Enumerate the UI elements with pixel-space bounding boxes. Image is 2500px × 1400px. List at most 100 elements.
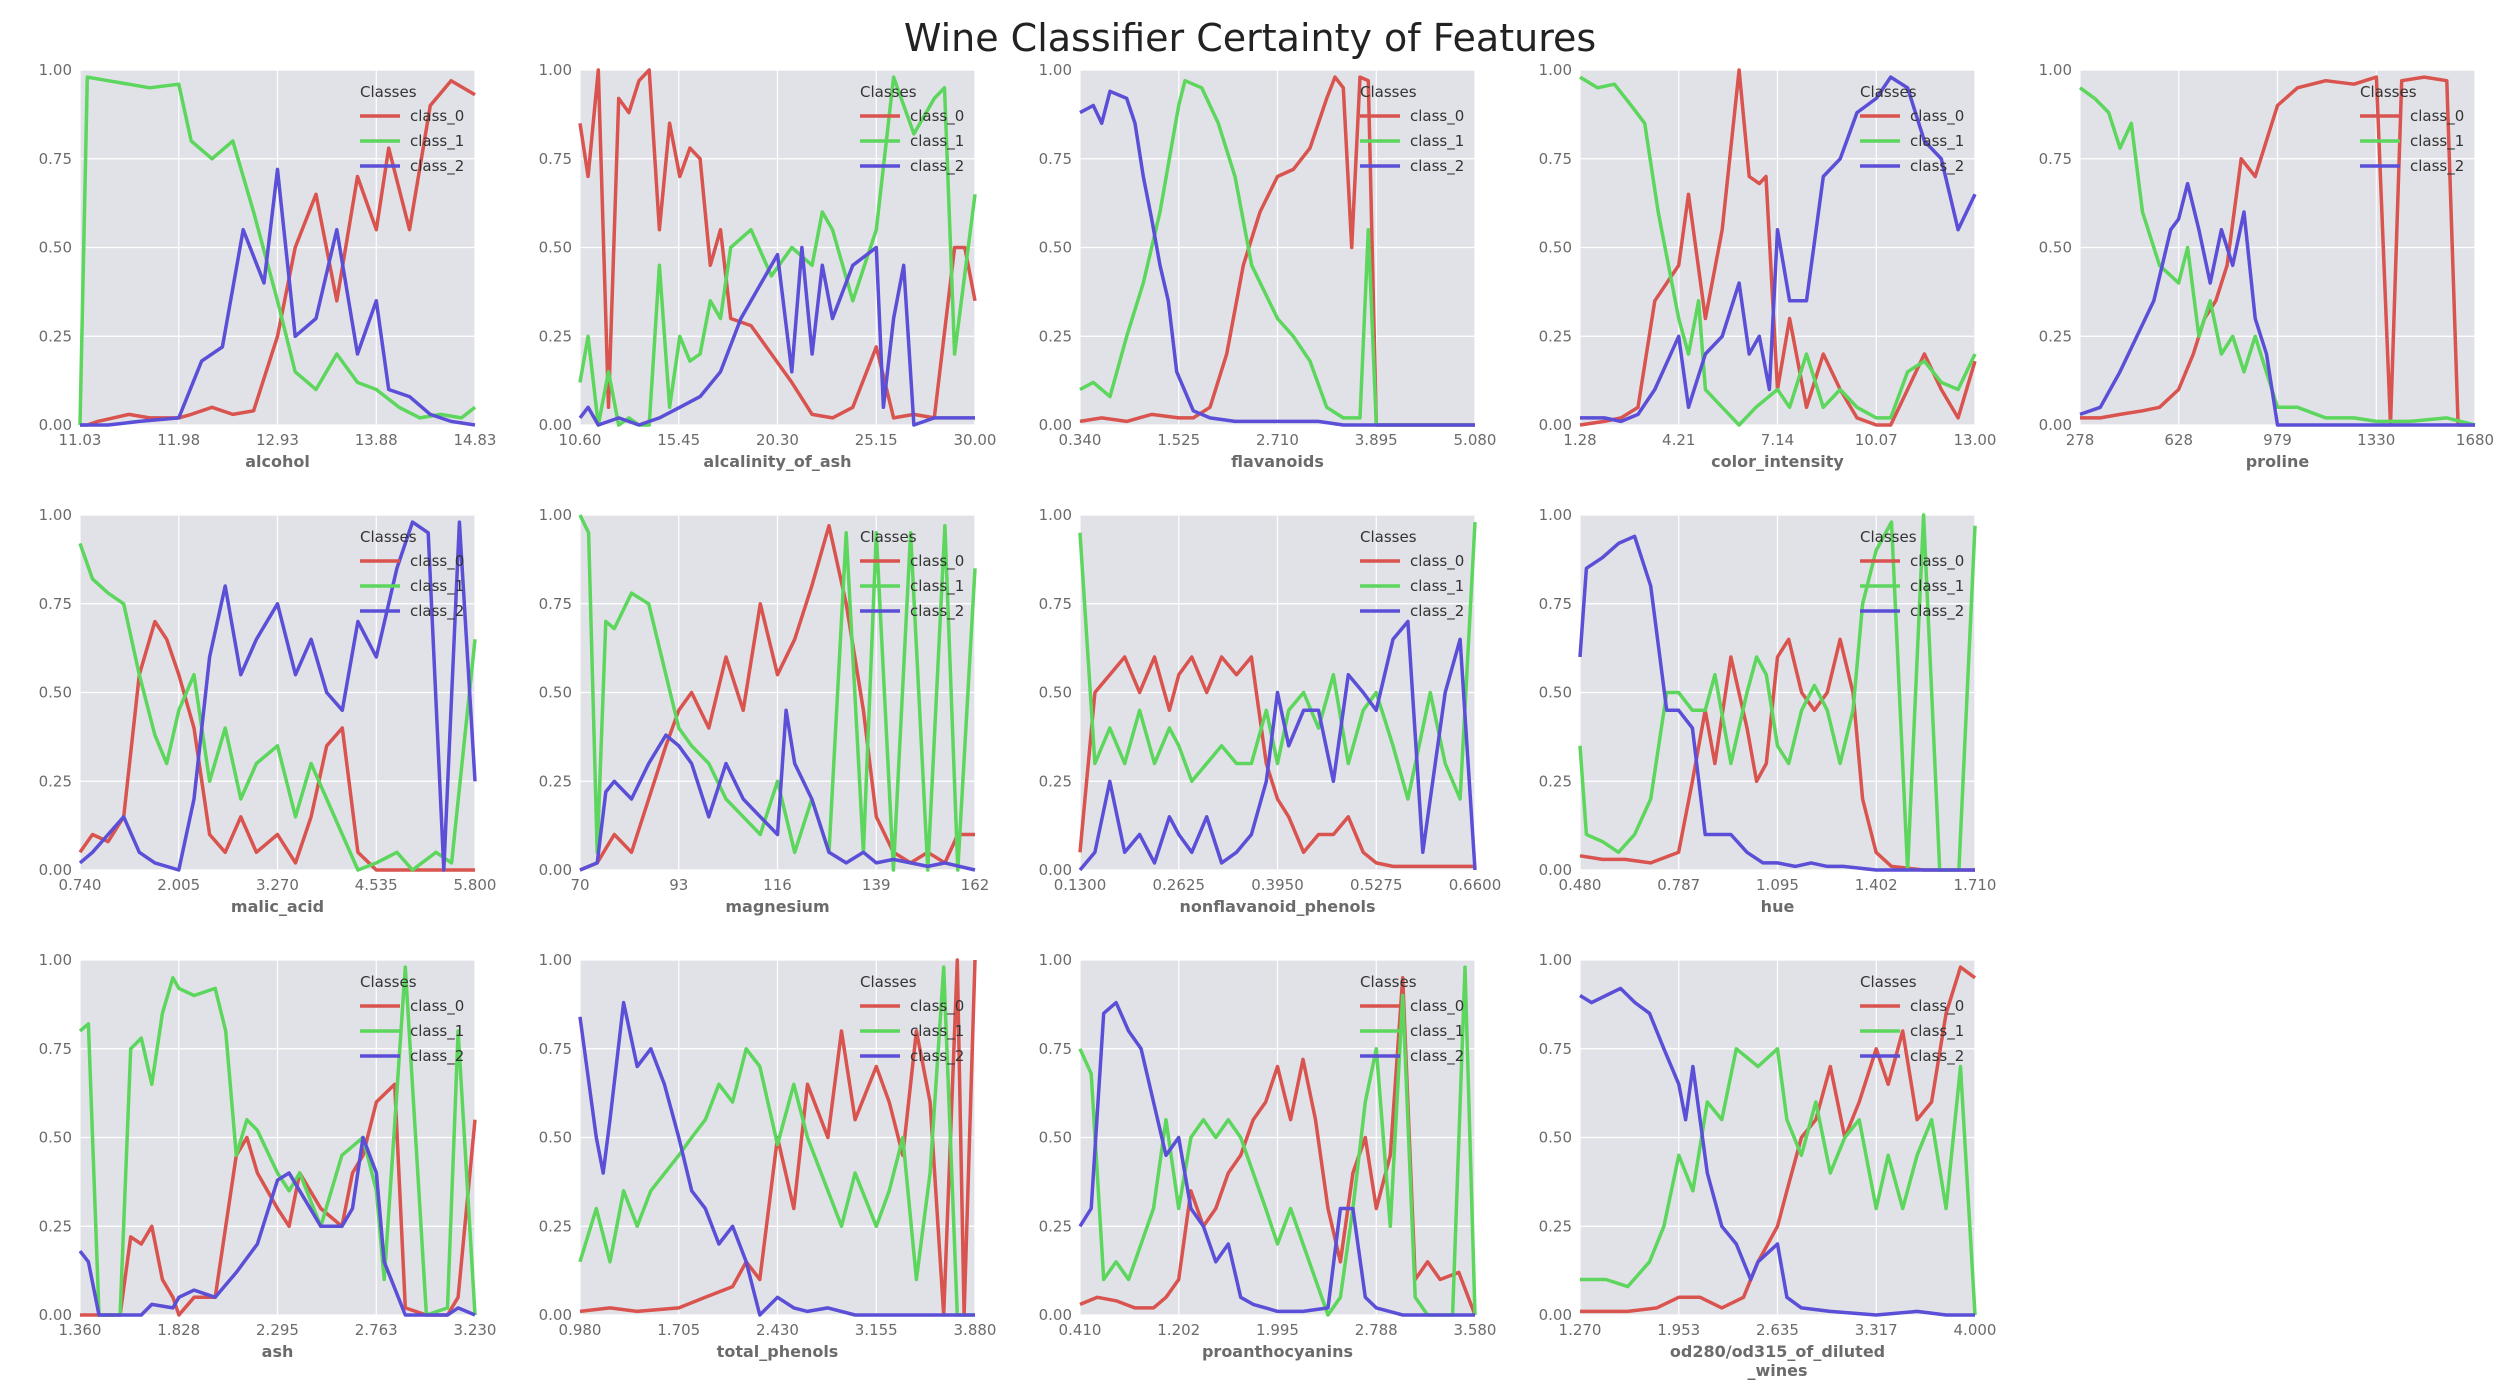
chart-panel-proline: 278 628 979 1330 1680 0.00 0.25 0.50 0.75 1.00 pro…: [2020, 60, 2495, 471]
x-tick-label: 0.740: [59, 876, 102, 894]
x-axis-label: nonflavanoid_phenols: [1179, 897, 1375, 916]
legend-entry-class_2: class_2: [2410, 157, 2464, 176]
x-tick-label: 4.000: [1954, 1321, 1997, 1339]
x-tick-label: 278: [2066, 431, 2095, 449]
y-tick-label: 1.00: [1039, 61, 1072, 79]
legend-entry-class_1: class_1: [1910, 1022, 1964, 1041]
y-tick-label: 1.00: [39, 951, 72, 969]
y-tick-label: 0.50: [1039, 1129, 1072, 1147]
series-line-class_2: [578, 1000, 975, 1317]
legend-entry-class_2: class_2: [410, 157, 464, 176]
x-axis-label: od280/od315_of_diluted _wines: [1670, 1342, 1885, 1380]
y-tick-label: 0.00: [539, 1306, 572, 1324]
series-line-class_2: [1078, 619, 1477, 872]
x-tick-label: 13.88: [355, 431, 398, 449]
y-tick-label: 0.50: [539, 684, 572, 702]
x-tick-label: 10.07: [1855, 431, 1898, 449]
legend-title: Classes: [360, 973, 417, 991]
y-tick-label: 0.50: [1039, 239, 1072, 257]
legend-entry-class_1: class_1: [1910, 132, 1964, 151]
legend-title: Classes: [360, 528, 417, 546]
series-line-class_0: [78, 619, 475, 872]
x-tick-label: 1.402: [1855, 876, 1898, 894]
x-tick-label: 1.525: [1157, 431, 1200, 449]
chart-panel-color-intensity: 1.28 4.21 7.14 10.07 13.00 0.00 0.25 0.50 0.75 1.…: [1520, 60, 1997, 471]
x-tick-label: 1.202: [1157, 1321, 1200, 1339]
series-line-class_1: [578, 514, 977, 872]
series-line-class_2: [80, 167, 476, 427]
chart-svg-proline: 278 628 979 1330 1680 0.00 0.25 0.50 0.75 1.00 pro…: [2039, 61, 2495, 471]
x-tick-label: 1.095: [1756, 876, 1799, 894]
chart-svg-color-intensity: 1.28 4.21 7.14 10.07 13.00 0.00 0.25 0.50 0.75 1.…: [1539, 61, 1997, 471]
y-tick-label: 0.00: [39, 861, 72, 879]
y-tick-label: 0.00: [1539, 1306, 1572, 1324]
x-tick-label: 70: [570, 876, 589, 894]
y-tick-label: 1.00: [539, 61, 572, 79]
chart-panel-proanthocyanins: 0.410 1.202 1.995 2.788 3.580 0.00 0.25 0.50 0.7…: [1020, 950, 1497, 1361]
y-tick-label: 0.75: [539, 1040, 572, 1058]
y-tick-label: 0.75: [1539, 150, 1572, 168]
legend-entry-class_0: class_0: [1410, 107, 1464, 126]
legend-entry-class_2: class_2: [910, 1047, 964, 1066]
x-tick-label: 1330: [2357, 431, 2395, 449]
y-tick-label: 0.25: [539, 1217, 572, 1235]
x-tick-label: 3.155: [855, 1321, 898, 1339]
legend-entry-class_0: class_0: [1410, 997, 1464, 1016]
legend: Classes class_0 class_1 class_2: [860, 528, 964, 621]
x-tick-label: 20.30: [756, 431, 799, 449]
legend-entry-class_2: class_2: [910, 157, 964, 176]
chart-svg-magnesium: 70 93 116 139 162 0.00 0.25 0.50 0.75 1.00 magnesi…: [539, 506, 990, 916]
y-tick-label: 0.00: [1539, 416, 1572, 434]
series-line-class_2: [78, 520, 477, 872]
legend-title: Classes: [360, 83, 417, 101]
chart-svg-alcalinity-of-ash: 10.60 15.45 20.30 25.15 30.00 0.00 0.25 0.50 0.7…: [539, 61, 997, 471]
y-tick-label: 0.50: [39, 1129, 72, 1147]
x-tick-label: 25.15: [855, 431, 898, 449]
y-tick-label: 0.25: [1039, 772, 1072, 790]
series-line-class_1: [1079, 78, 1475, 427]
chart-panel-alcalinity-of-ash: 10.60 15.45 20.30 25.15 30.00 0.00 0.25 0.50 0.7…: [520, 60, 997, 471]
legend: Classes class_0 class_1 class_2: [1860, 528, 1964, 621]
legend-entry-class_2: class_2: [410, 1047, 464, 1066]
y-tick-label: 0.75: [2039, 150, 2072, 168]
series-line-class_2: [1579, 986, 1975, 1317]
series-line-class_1: [78, 965, 477, 1317]
series-line-class_0: [579, 958, 977, 1317]
x-tick-label: 3.317: [1855, 1321, 1898, 1339]
x-tick-label: 116: [763, 876, 792, 894]
x-tick-label: 2.710: [1256, 431, 1299, 449]
x-tick-label: 15.45: [657, 431, 700, 449]
x-tick-label: 12.93: [256, 431, 299, 449]
legend: Classes class_0 class_1 class_2: [860, 973, 964, 1066]
x-tick-label: 3.580: [1454, 1321, 1497, 1339]
x-tick-label: 30.00: [954, 431, 997, 449]
x-tick-label: 0.5275: [1350, 876, 1403, 894]
series-line-class_1: [1078, 965, 1477, 1317]
x-axis-label: color_intensity: [1711, 452, 1844, 471]
legend-title: Classes: [1360, 973, 1417, 991]
legend-entry-class_0: class_0: [410, 997, 464, 1016]
legend-entry-class_1: class_1: [410, 577, 464, 596]
y-tick-label: 0.50: [539, 1129, 572, 1147]
legend: Classes class_0 class_1 class_2: [1360, 973, 1464, 1066]
legend-entry-class_1: class_1: [410, 132, 464, 151]
x-tick-label: 5.800: [454, 876, 497, 894]
chart-svg-flavanoids: 0.340 1.525 2.710 3.895 5.080 0.00 0.25 0.50 0.7…: [1039, 61, 1497, 471]
x-tick-label: 4.535: [355, 876, 398, 894]
y-tick-label: 0.75: [39, 150, 72, 168]
y-tick-label: 0.75: [39, 1040, 72, 1058]
legend-entry-class_1: class_1: [910, 1022, 964, 1041]
chart-panel-malic-acid: 0.740 2.005 3.270 4.535 5.800 0.00 0.25 0.50 0.7…: [20, 505, 497, 916]
legend-entry-class_1: class_1: [910, 132, 964, 151]
series-line-class_2: [78, 1135, 476, 1317]
x-tick-label: 1.270: [1559, 1321, 1602, 1339]
series-line-class_1: [578, 965, 975, 1317]
x-tick-label: 14.83: [454, 431, 497, 449]
y-tick-label: 0.75: [1539, 1040, 1572, 1058]
x-axis-label: ash: [262, 1342, 294, 1361]
y-tick-label: 1.00: [1539, 951, 1572, 969]
x-tick-label: 1.710: [1954, 876, 1997, 894]
y-tick-label: 0.25: [539, 772, 572, 790]
series-line-class_2: [578, 245, 975, 427]
y-tick-label: 1.00: [1539, 61, 1572, 79]
